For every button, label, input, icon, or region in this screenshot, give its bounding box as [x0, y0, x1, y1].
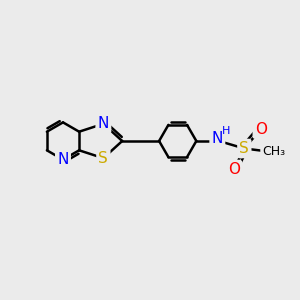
Text: S: S — [239, 141, 249, 156]
Text: O: O — [228, 162, 240, 177]
Text: N: N — [57, 152, 69, 167]
Text: N: N — [212, 130, 223, 146]
Text: O: O — [255, 122, 267, 136]
Text: CH₃: CH₃ — [262, 145, 285, 158]
Text: H: H — [222, 126, 230, 136]
Text: S: S — [98, 151, 108, 166]
Text: N: N — [98, 116, 109, 131]
